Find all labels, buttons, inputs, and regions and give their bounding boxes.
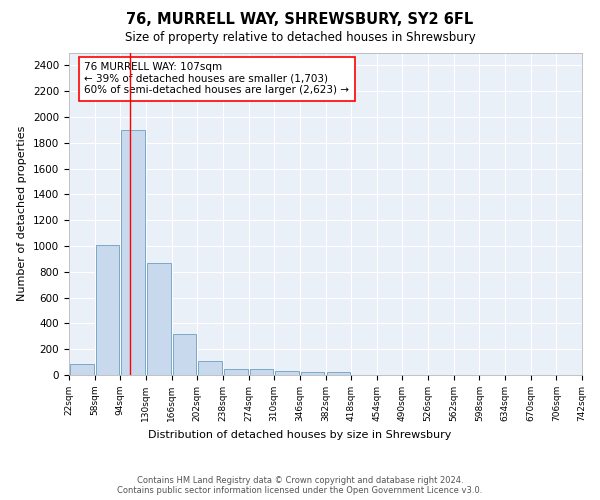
Y-axis label: Number of detached properties: Number of detached properties [17,126,28,302]
Bar [95,244,119,375]
Bar [326,372,350,375]
Bar [250,369,273,375]
Bar [147,263,170,375]
Bar [224,368,248,375]
Bar [275,371,299,375]
Text: Contains HM Land Registry data © Crown copyright and database right 2024.
Contai: Contains HM Land Registry data © Crown c… [118,476,482,495]
Text: 76 MURRELL WAY: 107sqm
← 39% of detached houses are smaller (1,703)
60% of semi-: 76 MURRELL WAY: 107sqm ← 39% of detached… [85,62,349,96]
Bar [70,364,94,375]
Bar [198,361,222,375]
Bar [301,372,325,375]
Text: Size of property relative to detached houses in Shrewsbury: Size of property relative to detached ho… [125,31,475,44]
Bar [173,334,196,375]
Text: Distribution of detached houses by size in Shrewsbury: Distribution of detached houses by size … [148,430,452,440]
Text: 76, MURRELL WAY, SHREWSBURY, SY2 6FL: 76, MURRELL WAY, SHREWSBURY, SY2 6FL [127,12,473,28]
Bar [121,130,145,375]
